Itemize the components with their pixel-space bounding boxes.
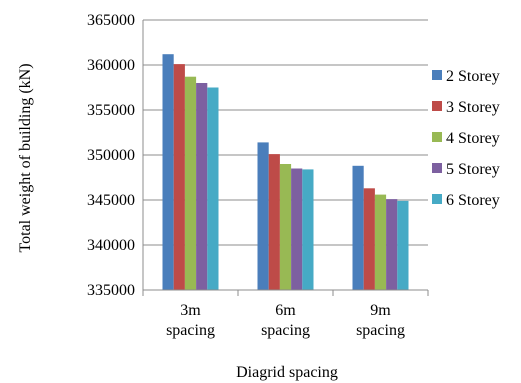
y-tick-label: 355000 bbox=[87, 102, 135, 119]
y-tick-label: 365000 bbox=[87, 12, 135, 29]
bar-4-storey-1 bbox=[279, 164, 292, 290]
x-category-label: 6m bbox=[275, 302, 296, 319]
y-tick-label: 350000 bbox=[87, 147, 135, 164]
bar-3-storey-2 bbox=[363, 188, 375, 290]
bar-6-storey-2 bbox=[397, 200, 409, 290]
x-category-label: spacing bbox=[356, 322, 405, 339]
x-category-label: spacing bbox=[166, 322, 215, 339]
x-category-label: 9m bbox=[370, 302, 391, 319]
y-tick-label: 345000 bbox=[87, 192, 135, 209]
bar-6-storey-1 bbox=[302, 169, 314, 290]
legend-swatch bbox=[432, 101, 442, 111]
y-tick-label: 335000 bbox=[87, 282, 135, 299]
x-category-label: 3m bbox=[180, 302, 201, 319]
bar-5-storey-2 bbox=[386, 199, 398, 290]
bars bbox=[162, 54, 409, 291]
legend-label: 6 Storey bbox=[446, 192, 500, 209]
y-tick-label: 360000 bbox=[87, 57, 135, 74]
bar-2-storey-2 bbox=[352, 165, 364, 290]
bar-4-storey-2 bbox=[374, 194, 387, 290]
legend-swatch bbox=[432, 132, 442, 142]
bar-6-storey-0 bbox=[207, 87, 219, 290]
bar-4-storey-0 bbox=[184, 76, 197, 290]
bar-2-storey-1 bbox=[257, 142, 269, 290]
y-tick-label: 340000 bbox=[87, 237, 135, 254]
bar-3-storey-0 bbox=[173, 64, 185, 290]
axes: 335000 340000 345000 350000 355000 360000 3650… bbox=[87, 12, 429, 339]
legend-label: 2 Storey bbox=[446, 68, 500, 85]
bar-5-storey-1 bbox=[291, 168, 303, 290]
bar-2-storey-0 bbox=[162, 54, 174, 291]
legend-swatch bbox=[432, 70, 442, 80]
legend-swatch bbox=[432, 163, 442, 173]
legend-swatch bbox=[432, 194, 442, 204]
legend-label: 3 Storey bbox=[446, 99, 500, 116]
y-axis-title: Total weight of building (kN) bbox=[17, 63, 34, 252]
x-axis-title: Diagrid spacing bbox=[236, 364, 338, 381]
bar-3-storey-1 bbox=[268, 154, 280, 290]
legend-label: 4 Storey bbox=[446, 130, 500, 147]
bar-5-storey-0 bbox=[196, 83, 208, 290]
legend: 2 Storey 3 Storey 4 Storey 5 Storey 6 Storey bbox=[432, 68, 500, 209]
legend-label: 5 Storey bbox=[446, 161, 500, 178]
x-category-label: spacing bbox=[261, 322, 310, 339]
